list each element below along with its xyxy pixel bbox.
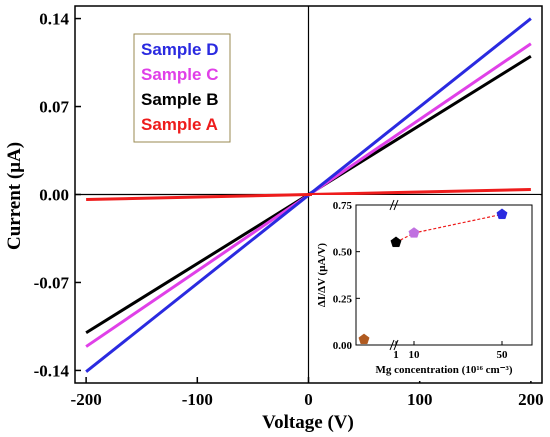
x-tick-label: 100 bbox=[407, 390, 433, 409]
series-line-sample-a bbox=[86, 187, 531, 202]
inset-x-tick-label: 50 bbox=[497, 349, 509, 361]
y-axis-title: Current (μA) bbox=[4, 142, 25, 250]
inset-y-title: ΔI/ΔV (μA/V) bbox=[316, 243, 328, 307]
inset-y-tick-label: 0.00 bbox=[333, 340, 353, 352]
series-lines bbox=[85, 17, 532, 373]
y-tick-label: -0.14 bbox=[34, 361, 70, 380]
inset-chart: 0.00 0.25 0.50 0.75 1 10 50 Mg concentration … bbox=[312, 195, 540, 381]
inset-axis-break bbox=[389, 199, 399, 351]
inset-point bbox=[496, 208, 508, 220]
inset-frame bbox=[355, 204, 533, 346]
inset-x-tick-label: 1 bbox=[393, 349, 399, 361]
x-tick-label: -100 bbox=[182, 390, 213, 409]
inset-point bbox=[390, 236, 402, 248]
y-tick-label: 0.07 bbox=[39, 98, 69, 117]
x-tick-label: 0 bbox=[304, 390, 313, 409]
x-axis-title: Voltage (V) bbox=[262, 412, 354, 433]
legend: Sample D Sample C Sample B Sample A bbox=[133, 33, 231, 143]
legend-item-sample-b: Sample B bbox=[141, 90, 218, 109]
y-tick-label: 0.14 bbox=[39, 10, 69, 29]
x-tick-label: -200 bbox=[71, 390, 102, 409]
inset-y-tick-label: 0.25 bbox=[333, 293, 353, 305]
inset-y-tick-label: 0.50 bbox=[333, 247, 353, 259]
inset-x-title: Mg concentration (10¹⁶ cm⁻³) bbox=[376, 364, 513, 376]
legend-box bbox=[133, 33, 231, 143]
inset-background bbox=[312, 195, 540, 381]
legend-item-sample-d: Sample D bbox=[141, 40, 218, 59]
inset-point bbox=[358, 333, 370, 345]
y-tick-label: 0.00 bbox=[39, 186, 69, 205]
x-ticks: -200 -100 0 100 200 bbox=[71, 377, 544, 409]
legend-item-sample-c: Sample C bbox=[141, 65, 218, 84]
inset-x-tick-label: 10 bbox=[409, 349, 421, 361]
y-ticks: -0.14 -0.07 0.00 0.07 0.14 bbox=[34, 10, 81, 380]
legend-item-sample-a: Sample A bbox=[141, 115, 218, 134]
y-tick-label: -0.07 bbox=[34, 273, 70, 292]
inset-point bbox=[408, 227, 420, 238]
inset-y-tick-label: 0.75 bbox=[333, 200, 353, 212]
x-tick-label: 200 bbox=[518, 390, 544, 409]
